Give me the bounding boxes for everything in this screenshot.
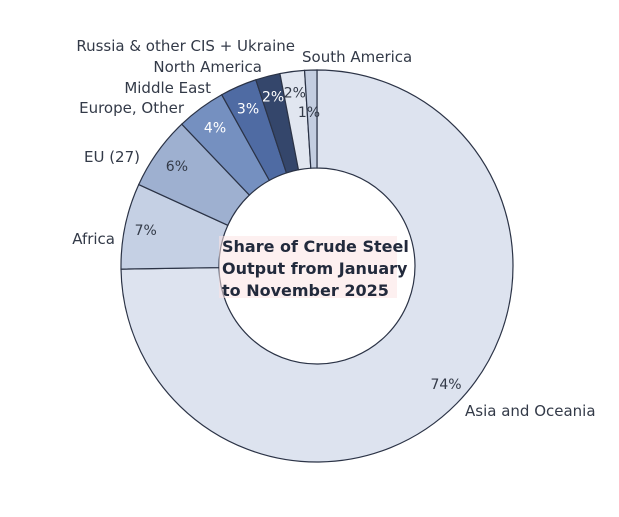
percent-label: 74% [430, 377, 461, 393]
title-highlight [219, 236, 397, 298]
chart-title-line-1: Share of Crude Steel [222, 237, 409, 256]
chart-title-line-2: Output from January [222, 259, 408, 278]
category-label: Africa [72, 230, 115, 248]
chart-title-line-3: to November 2025 [222, 281, 389, 300]
percent-label: 7% [135, 223, 157, 239]
percent-labels: 74%7%6%4%3%2% 2%1% [135, 85, 462, 393]
category-labels: Asia and Oceania Africa EU (27) Europe, Oth… [72, 37, 595, 420]
category-label: Europe, Other [79, 99, 185, 117]
category-label: South America [302, 48, 412, 66]
slice-south-america [303, 69, 318, 169]
category-label: Asia and Oceania [465, 402, 596, 420]
slice-asia-and-oceania [120, 69, 514, 463]
percent-label: 3% [237, 101, 259, 117]
category-label: EU (27) [84, 148, 140, 166]
percent-label: 6% [166, 159, 188, 175]
percent-label: 2% [284, 85, 306, 101]
category-label: Russia & other CIS + Ukraine [76, 37, 295, 55]
percent-label: 1% [298, 105, 320, 121]
slices [120, 69, 514, 463]
percent-label: 4% [204, 120, 226, 136]
category-label: North America [153, 58, 262, 76]
category-label: Middle East [124, 79, 211, 97]
percent-label: 2% [262, 90, 284, 106]
